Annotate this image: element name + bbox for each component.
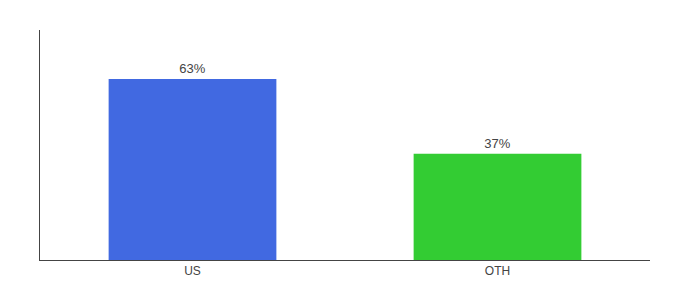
svg-text:63%: 63% xyxy=(179,61,205,76)
svg-text:OTH: OTH xyxy=(485,264,510,278)
svg-text:37%: 37% xyxy=(484,136,510,151)
svg-text:US: US xyxy=(184,264,201,278)
